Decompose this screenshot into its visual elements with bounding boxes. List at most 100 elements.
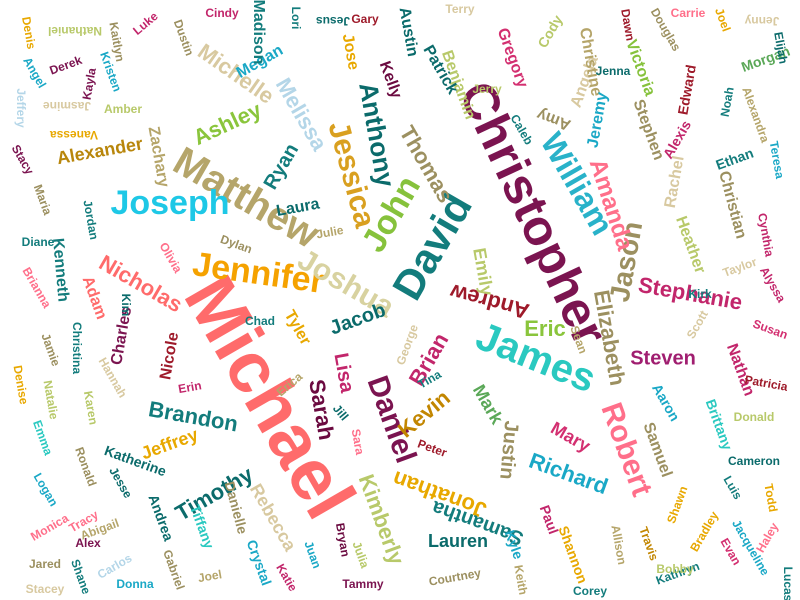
word-kayla: Kayla <box>80 67 99 101</box>
word-andrea: Andrea <box>145 492 177 543</box>
word-jose: Jose <box>339 33 362 72</box>
word-gary: Gary <box>351 12 379 26</box>
word-jenna: Jenna <box>596 64 631 78</box>
word-jared: Jared <box>29 557 61 571</box>
word-jamie: Jamie <box>38 331 63 368</box>
word-bryan: Bryan <box>333 522 353 558</box>
word-lori: Lori <box>289 7 303 30</box>
word-emma: Emma <box>30 418 56 457</box>
word-alexandra: Alexandra <box>739 85 772 145</box>
word-angel: Angel <box>20 55 49 91</box>
word-bobby: Bobby <box>656 562 694 576</box>
word-joel: Joel <box>197 567 223 585</box>
word-heather: Heather <box>672 214 708 276</box>
word-diane: Diane <box>22 235 55 249</box>
word-julie: Julie <box>315 223 345 242</box>
word-teresa: Teresa <box>767 140 787 180</box>
word-nathaniel: Nathaniel <box>48 24 102 38</box>
word-rachel: Rachel <box>662 155 688 210</box>
word-ryan: Ryan <box>260 140 304 193</box>
word-shannon: Shannon <box>555 524 591 586</box>
word-tiffany: Tiffany <box>187 502 218 551</box>
word-scott: Scott <box>684 308 711 341</box>
word-keith: Keith <box>511 564 530 596</box>
word-elijah: Elijah <box>771 31 790 65</box>
word-katie: Katie <box>273 561 300 594</box>
word-chad: Chad <box>245 314 275 328</box>
word-justin: Justin <box>495 420 522 481</box>
word-jesus: Jesus <box>316 14 350 28</box>
word-terry: Terry <box>445 2 474 16</box>
word-maria: Maria <box>31 183 55 218</box>
word-austin: Austin <box>396 6 421 58</box>
word-carrie: Carrie <box>671 6 706 20</box>
word-nicole: Nicole <box>157 331 182 381</box>
word-logan: Logan <box>31 470 61 508</box>
word-alyssa: Alyssa <box>757 264 789 305</box>
word-jenny: Jenny <box>744 14 779 28</box>
word-joseph: Joseph <box>110 184 229 222</box>
word-luis: Luis <box>720 473 745 502</box>
word-melissa: Melissa <box>271 73 333 155</box>
word-lisa: Lisa <box>329 351 358 395</box>
word-denis: Denis <box>19 16 39 51</box>
word-crystal: Crystal <box>244 538 275 588</box>
word-ronald: Ronald <box>72 445 99 488</box>
word-brianna: Brianna <box>19 265 54 311</box>
word-kim: Kim <box>119 294 133 317</box>
word-amber: Amber <box>104 102 142 116</box>
word-shane: Shane <box>68 557 94 596</box>
word-cynthia: Cynthia <box>755 212 776 258</box>
word-donald: Donald <box>734 410 775 424</box>
word-nathan: Nathan <box>723 342 758 399</box>
word-todd: Todd <box>761 483 780 513</box>
word-travis: Travis <box>636 525 661 563</box>
word-corey: Corey <box>573 584 607 598</box>
word-shawn: Shawn <box>664 484 690 525</box>
word-olivia: Olivia <box>156 240 185 276</box>
word-madison: Madison <box>250 0 267 64</box>
word-noah: Noah <box>718 86 737 118</box>
word-zachary: Zachary <box>145 125 172 188</box>
word-joel: Joel <box>712 6 733 33</box>
word-cody: Cody <box>534 12 565 50</box>
word-juan: Juan <box>301 539 324 570</box>
word-richard: Richard <box>526 448 612 500</box>
word-christian: Christian <box>715 169 749 240</box>
word-amy: Amy <box>535 105 574 133</box>
word-erin: Erin <box>177 378 202 396</box>
word-ethan: Ethan <box>714 145 756 173</box>
word-jerry: Jerry <box>472 82 502 96</box>
word-monica: Monica <box>28 511 71 544</box>
word-derek: Derek <box>48 53 84 78</box>
word-alexis: Alexis <box>660 117 695 161</box>
word-christina: Christina <box>70 322 84 374</box>
word-courtney: Courtney <box>428 566 483 589</box>
word-ashley: Ashley <box>189 97 266 150</box>
word-dustin: Dustin <box>171 18 197 58</box>
word-edward: Edward <box>674 63 699 116</box>
word-eric: Eric <box>524 316 566 341</box>
word-lauren: Lauren <box>428 531 488 551</box>
word-allison: Allison <box>608 524 629 566</box>
word-kaitlyn: Kaitlyn <box>106 21 127 63</box>
word-luke: Luke <box>130 9 161 38</box>
word-cameron: Cameron <box>728 454 780 468</box>
word-tyler: Tyler <box>281 308 314 349</box>
word-steven: Steven <box>630 347 696 369</box>
word-adam: Adam <box>79 274 110 322</box>
word-taylor: Taylor <box>721 255 759 280</box>
word-donna: Donna <box>116 577 154 591</box>
word-lucas: Lucas <box>781 567 795 600</box>
word-dawn: Dawn <box>618 8 637 42</box>
word-aaron: Aaron <box>649 381 683 424</box>
word-natalie: Natalie <box>41 379 62 421</box>
word-mary: Mary <box>547 418 593 456</box>
word-karen: Karen <box>81 390 101 426</box>
word-jesse: Jesse <box>106 465 135 501</box>
word-susan: Susan <box>751 316 790 341</box>
word-brittany: Brittany <box>703 397 736 452</box>
word-tammy: Tammy <box>342 577 383 591</box>
